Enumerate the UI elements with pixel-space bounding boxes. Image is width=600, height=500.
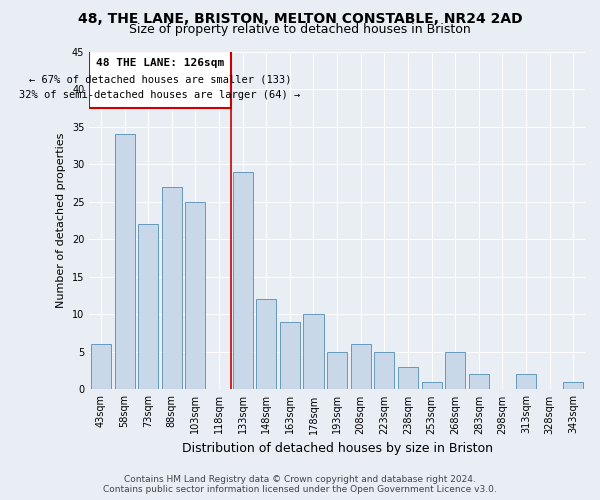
Text: 32% of semi-detached houses are larger (64) →: 32% of semi-detached houses are larger (… [19, 90, 301, 100]
Text: 48, THE LANE, BRISTON, MELTON CONSTABLE, NR24 2AD: 48, THE LANE, BRISTON, MELTON CONSTABLE,… [77, 12, 523, 26]
Bar [304, 314, 323, 390]
Bar [115, 134, 134, 390]
Text: ← 67% of detached houses are smaller (133): ← 67% of detached houses are smaller (13… [29, 74, 291, 85]
Bar [233, 172, 253, 390]
Bar [327, 352, 347, 390]
Bar [469, 374, 489, 390]
Bar [256, 300, 277, 390]
Bar [350, 344, 371, 390]
Text: Contains HM Land Registry data © Crown copyright and database right 2024.
Contai: Contains HM Land Registry data © Crown c… [103, 474, 497, 494]
Y-axis label: Number of detached properties: Number of detached properties [56, 133, 66, 308]
Bar [398, 367, 418, 390]
Bar [563, 382, 583, 390]
Bar [91, 344, 111, 390]
Text: 48 THE LANE: 126sqm: 48 THE LANE: 126sqm [96, 58, 224, 68]
Bar [280, 322, 300, 390]
Bar [422, 382, 442, 390]
X-axis label: Distribution of detached houses by size in Briston: Distribution of detached houses by size … [182, 442, 493, 455]
Bar [185, 202, 205, 390]
Bar [162, 186, 182, 390]
Text: Size of property relative to detached houses in Briston: Size of property relative to detached ho… [129, 23, 471, 36]
Bar [89, 52, 231, 108]
Bar [138, 224, 158, 390]
Bar [516, 374, 536, 390]
Bar [445, 352, 465, 390]
Bar [374, 352, 394, 390]
